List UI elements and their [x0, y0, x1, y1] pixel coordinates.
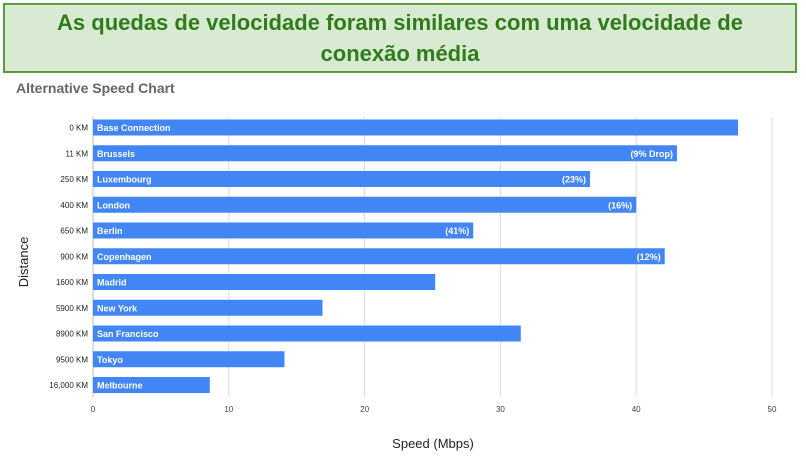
bar-name-label: San Francisco	[97, 329, 159, 339]
bar-name-label: Madrid	[97, 278, 127, 288]
y-tick-label: 5900 KM	[56, 304, 88, 313]
y-tick-label: 650 KM	[60, 227, 88, 236]
bar	[93, 145, 677, 162]
bar	[93, 119, 739, 136]
bar-name-label: Brussels	[97, 149, 135, 159]
bar	[93, 171, 591, 187]
y-tick-label: 8900 KM	[56, 330, 88, 339]
bar	[93, 299, 323, 316]
bar-name-label: Copenhagen	[97, 252, 152, 262]
bar-drop-label: (12%)	[637, 252, 661, 262]
x-tick-label: 0	[91, 405, 96, 414]
bar-name-label: Melbourne	[97, 381, 143, 391]
y-tick-label: 11 KM	[65, 149, 88, 158]
bar	[93, 274, 436, 290]
y-axis-label: Distance	[16, 237, 31, 288]
y-tick-label: 16,000 KM	[49, 381, 88, 390]
bar-name-label: Base Connection	[97, 123, 171, 133]
y-tick-label: 0 KM	[69, 124, 88, 133]
bar-drop-label: (23%)	[562, 175, 586, 185]
y-tick-label: 250 KM	[60, 175, 88, 184]
bar-name-label: Berlin	[97, 226, 123, 236]
bar-drop-label: (9% Drop)	[630, 149, 673, 159]
y-tick-label: 9500 KM	[56, 355, 88, 364]
bar-name-label: Luxembourg	[97, 175, 152, 185]
bar-name-label: New York	[97, 303, 138, 313]
bar	[93, 377, 210, 393]
y-tick-label: 900 KM	[60, 252, 88, 261]
bar-drop-label: (16%)	[608, 200, 632, 210]
bar	[93, 248, 665, 265]
bar	[93, 222, 474, 239]
chart-title: Alternative Speed Chart	[16, 80, 175, 96]
bar	[93, 325, 521, 342]
headline-banner: As quedas de velocidade foram similares …	[3, 3, 797, 73]
x-tick-label: 40	[632, 405, 641, 414]
bar	[93, 351, 285, 368]
y-tick-label: 1600 KM	[56, 278, 88, 287]
bar-name-label: Tokyo	[97, 355, 123, 365]
x-tick-label: 20	[360, 405, 369, 414]
x-tick-label: 30	[496, 405, 505, 414]
x-tick-label: 10	[224, 405, 233, 414]
x-tick-label: 50	[768, 405, 777, 414]
headline-text: As quedas de velocidade foram similares …	[57, 10, 743, 66]
bar-drop-label: (41%)	[445, 226, 469, 236]
bar-name-label: London	[97, 200, 130, 210]
x-axis-label: Speed (Mbps)	[392, 436, 474, 451]
y-tick-label: 400 KM	[60, 201, 88, 210]
bar	[93, 196, 637, 213]
